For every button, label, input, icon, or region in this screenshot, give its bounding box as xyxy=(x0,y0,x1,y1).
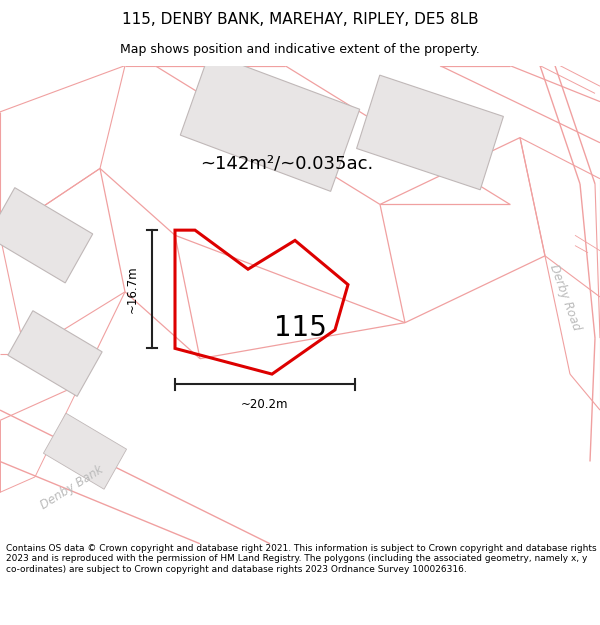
Text: ~16.7m: ~16.7m xyxy=(125,266,139,313)
Text: ~142m²/~0.035ac.: ~142m²/~0.035ac. xyxy=(200,154,373,173)
Text: Contains OS data © Crown copyright and database right 2021. This information is : Contains OS data © Crown copyright and d… xyxy=(6,544,596,574)
Text: Map shows position and indicative extent of the property.: Map shows position and indicative extent… xyxy=(120,42,480,56)
Polygon shape xyxy=(356,75,503,190)
Text: ~20.2m: ~20.2m xyxy=(241,399,289,411)
Text: 115, DENBY BANK, MAREHAY, RIPLEY, DE5 8LB: 115, DENBY BANK, MAREHAY, RIPLEY, DE5 8L… xyxy=(122,12,478,27)
Text: Derby Road: Derby Road xyxy=(547,262,583,332)
Text: 115: 115 xyxy=(274,314,326,342)
Polygon shape xyxy=(43,413,127,489)
Polygon shape xyxy=(0,188,93,283)
Polygon shape xyxy=(8,311,102,396)
Polygon shape xyxy=(180,53,360,191)
Text: Denby Bank: Denby Bank xyxy=(38,462,106,512)
